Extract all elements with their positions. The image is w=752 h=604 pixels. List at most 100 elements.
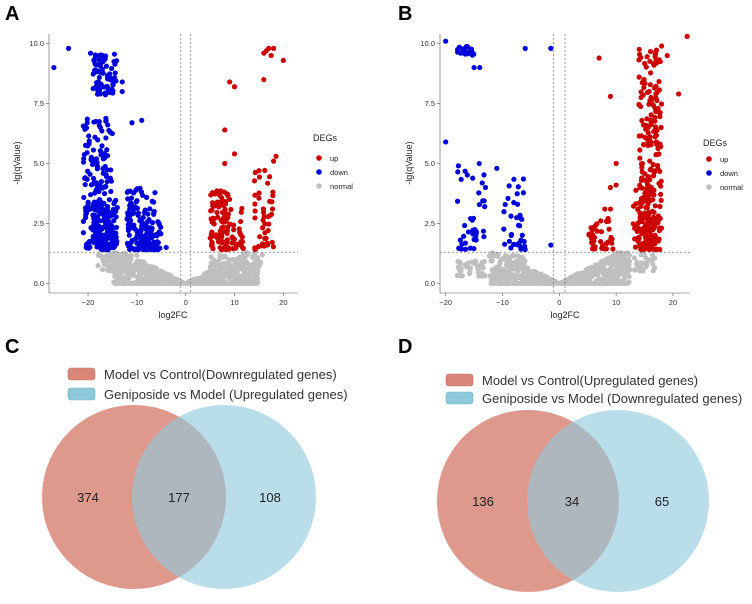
volcano-b-up-point bbox=[636, 57, 642, 63]
volcano-b-up-point bbox=[599, 242, 606, 249]
volcano-a-normal-point bbox=[99, 253, 105, 260]
legend-up-swatch bbox=[706, 156, 712, 162]
volcano-b-down-point bbox=[454, 198, 461, 204]
volcano-b-up-point bbox=[658, 183, 664, 189]
volcano-a-up-point bbox=[215, 214, 221, 220]
volcano-a-up-point bbox=[218, 239, 224, 246]
volcano-b-up-point bbox=[650, 197, 656, 203]
volcano-b-up-point bbox=[598, 218, 604, 224]
volcano-b-normal-point bbox=[615, 256, 621, 262]
volcano-a-down-point bbox=[91, 222, 98, 228]
volcano-b-up-point bbox=[647, 167, 653, 173]
volcano-a-normal-point bbox=[119, 259, 125, 265]
volcano-a-up-point bbox=[218, 247, 225, 253]
volcano-a-down-point bbox=[51, 64, 57, 71]
volcano-a-down-point bbox=[108, 188, 114, 195]
volcano-b-up-point bbox=[636, 101, 642, 108]
volcano-a-down-point bbox=[107, 175, 113, 181]
volcano-b-normal-point bbox=[489, 275, 496, 281]
volcano-b-down-point bbox=[501, 226, 507, 232]
volcano-a-up-point bbox=[270, 189, 276, 195]
volcano-a-normal-point bbox=[141, 262, 147, 268]
volcano-b-ytick-label: 0.0 bbox=[425, 279, 435, 288]
volcano-a-up-point bbox=[224, 191, 230, 197]
panel-label-d: D bbox=[398, 336, 412, 358]
volcano-a-down-point bbox=[133, 187, 139, 193]
volcano-a-ylabel: -lg(qValue) bbox=[12, 141, 22, 184]
venn-diagram-d: Model vs Control(Upregulated genes) Geni… bbox=[437, 373, 742, 592]
volcano-a-down-point bbox=[104, 83, 110, 89]
volcano-a-down-point bbox=[83, 215, 89, 221]
volcano-b-normal-point bbox=[634, 259, 641, 266]
volcano-a-down-point bbox=[108, 65, 115, 72]
volcano-a-normal-point bbox=[214, 268, 221, 274]
volcano-b-xtick-label: 20 bbox=[669, 298, 677, 307]
volcano-b-up-point bbox=[640, 247, 646, 253]
volcano-a-up-point bbox=[229, 234, 236, 240]
volcano-b-up-point bbox=[647, 48, 654, 55]
volcano-b-normal-point bbox=[595, 271, 601, 277]
volcano-a-legend: DEGs up down normal bbox=[313, 133, 353, 191]
volcano-b-up-point bbox=[657, 168, 663, 175]
volcano-b-down-point bbox=[481, 234, 487, 240]
volcano-a-down-point bbox=[94, 244, 100, 250]
volcano-a-down-point bbox=[94, 69, 100, 75]
volcano-a-down-point bbox=[100, 185, 106, 191]
volcano-b-up-point bbox=[608, 234, 614, 240]
volcano-b-down-point bbox=[505, 195, 511, 201]
volcano-a-up-point bbox=[214, 234, 220, 240]
volcano-a-normal-point bbox=[127, 257, 133, 263]
volcano-b-down-point bbox=[506, 238, 512, 244]
volcano-b-down-point bbox=[470, 175, 476, 181]
volcano-a-down-point bbox=[97, 148, 103, 154]
volcano-b-up-point bbox=[647, 158, 653, 164]
volcano-b-normal-point bbox=[615, 266, 621, 272]
volcano-a-down-point bbox=[136, 244, 142, 251]
volcano-b-up-point bbox=[607, 184, 614, 191]
volcano-a-down-point bbox=[113, 237, 119, 244]
volcano-a-down-point bbox=[84, 116, 90, 122]
volcano-a-down-point bbox=[94, 163, 101, 169]
volcano-a-normal-point bbox=[150, 265, 156, 271]
volcano-a-up-point bbox=[207, 235, 213, 241]
volcano-a-down-point bbox=[87, 244, 93, 250]
volcano-a-down-point bbox=[144, 219, 150, 225]
volcano-a-down-point bbox=[82, 126, 88, 132]
volcano-b-normal-point bbox=[601, 276, 608, 282]
volcano-b-up-point bbox=[648, 139, 654, 145]
volcano-b-up-point bbox=[653, 132, 660, 138]
volcano-a-ytick-label: 10.0 bbox=[29, 39, 44, 48]
volcano-a-normal-point bbox=[193, 276, 199, 282]
volcano-a-up-point bbox=[270, 45, 277, 51]
volcano-b-down-point bbox=[458, 176, 464, 182]
volcano-a-up-point bbox=[252, 192, 258, 198]
volcano-a-down-point bbox=[103, 135, 109, 141]
volcano-a-up-point bbox=[265, 180, 271, 186]
volcano-b-up-point bbox=[639, 241, 645, 247]
volcano-a-up-point bbox=[218, 188, 224, 194]
volcano-a-up-point bbox=[231, 84, 238, 90]
volcano-a-down-point bbox=[150, 246, 156, 252]
volcano-b-normal-point bbox=[652, 264, 658, 271]
volcano-b-up-point bbox=[638, 196, 645, 202]
volcano-a-down-point bbox=[125, 213, 131, 219]
volcano-b-up-point bbox=[596, 55, 602, 61]
volcano-a-up-point bbox=[238, 218, 244, 225]
volcano-a-down-point bbox=[99, 238, 105, 244]
volcano-a-up-point bbox=[226, 196, 233, 202]
venn-d-legend-right-swatch bbox=[445, 391, 474, 405]
volcano-b-normal-point bbox=[498, 273, 505, 279]
volcano-a-up-point bbox=[219, 232, 225, 238]
volcano-a-down-point bbox=[109, 130, 115, 137]
volcano-a-up-point bbox=[237, 229, 243, 235]
volcano-b-normal-point bbox=[513, 266, 519, 272]
volcano-b-up-point bbox=[648, 120, 654, 126]
volcano-b-down-point bbox=[548, 242, 554, 248]
legend-normal-swatch bbox=[706, 184, 712, 190]
volcano-a-down-point bbox=[101, 191, 108, 197]
volcano-b-up-point bbox=[639, 165, 645, 171]
volcano-b-up-point bbox=[598, 229, 605, 235]
volcano-a-down-point bbox=[97, 218, 103, 224]
volcano-a-down-point bbox=[119, 88, 125, 95]
volcano-a-down-point bbox=[87, 192, 94, 198]
